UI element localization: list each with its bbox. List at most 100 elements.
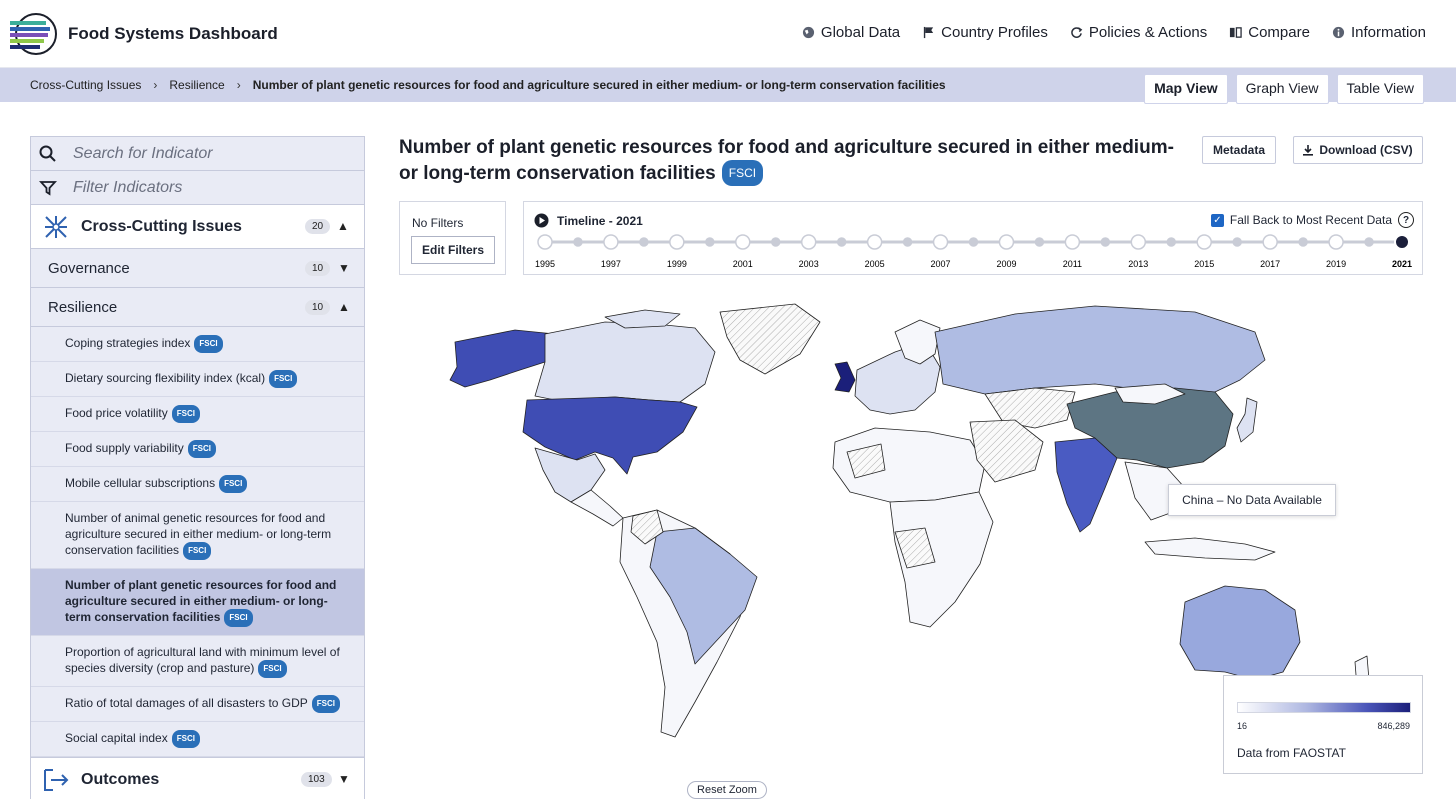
timeline-step[interactable] — [669, 234, 685, 250]
timeline-year-label[interactable]: 2013 — [1128, 259, 1148, 269]
timeline-step[interactable] — [1130, 234, 1147, 250]
map-middle-east[interactable] — [969, 419, 1044, 483]
breadcrumb-cross-cutting[interactable]: Cross-Cutting Issues — [30, 78, 142, 92]
map-greenland[interactable] — [719, 303, 821, 375]
map-usa[interactable] — [522, 396, 698, 475]
tab-map-view[interactable]: Map View — [1144, 74, 1228, 104]
timeline-step[interactable] — [1364, 237, 1374, 247]
timeline-step[interactable] — [603, 234, 619, 250]
indicator-item[interactable]: Number of animal genetic resources for f… — [31, 502, 364, 569]
map-india[interactable] — [1054, 437, 1118, 533]
map-alaska[interactable] — [449, 329, 556, 388]
timeline-year-label[interactable]: 2015 — [1194, 259, 1214, 269]
indicator-item[interactable]: Dietary sourcing flexibility index (kcal… — [31, 362, 364, 397]
indicator-filter[interactable]: Filter Indicators — [31, 171, 364, 205]
subcategory-resilience[interactable]: Resilience 10 ▲ — [31, 288, 364, 327]
timeline-step[interactable] — [902, 237, 913, 247]
nav-compare[interactable]: Compare — [1229, 24, 1310, 41]
map-southern-africa[interactable] — [889, 491, 994, 628]
timeline-step[interactable] — [1196, 234, 1212, 250]
indicator-item[interactable]: Ratio of total damages of all disasters … — [31, 687, 364, 722]
timeline-step[interactable] — [537, 234, 553, 250]
breadcrumb-resilience[interactable]: Resilience — [169, 78, 225, 92]
map-china[interactable] — [1066, 387, 1234, 469]
map-japan[interactable] — [1236, 397, 1258, 443]
timeline-step[interactable] — [968, 237, 979, 247]
indicator-item[interactable]: Food supply variability FSCI — [31, 432, 364, 467]
map-africa-hatch-a[interactable] — [846, 443, 886, 479]
timeline-step[interactable] — [1298, 237, 1308, 247]
timeline-step[interactable] — [800, 234, 817, 250]
timeline-year-label[interactable]: 2011 — [1063, 259, 1082, 269]
timeline-year-label[interactable]: 2003 — [799, 259, 819, 269]
timeline-year-label[interactable]: 1995 — [535, 259, 555, 269]
timeline-slider[interactable]: 1995 1997 1999 2001 2003 2005 2007 2009 2011 2013… — [524, 230, 1422, 274]
fallback-toggle[interactable]: ✓ Fall Back to Most Recent Data ? — [1210, 212, 1414, 228]
chevron-up-icon[interactable]: ▲ — [337, 219, 349, 233]
map-mongolia[interactable] — [1114, 383, 1186, 405]
indicator-item-selected[interactable]: Number of plant genetic resources for fo… — [31, 569, 364, 636]
timeline-step[interactable] — [770, 237, 781, 247]
timeline-step[interactable] — [1166, 237, 1177, 247]
timeline-year-label[interactable]: 2001 — [733, 259, 753, 269]
map-africa-hatch-b[interactable] — [894, 527, 936, 569]
dashboard-logo-icon[interactable] — [8, 12, 60, 56]
nav-country-profiles[interactable]: Country Profiles — [922, 24, 1048, 41]
play-icon[interactable] — [534, 213, 549, 228]
chevron-down-icon[interactable]: ▼ — [338, 772, 350, 786]
timeline-year-label[interactable]: 2021 — [1392, 259, 1412, 269]
map-uk[interactable] — [834, 361, 856, 393]
nav-information[interactable]: Information — [1332, 24, 1426, 41]
map-arctic-islands[interactable] — [604, 309, 681, 329]
timeline-year-label[interactable]: 2007 — [931, 259, 951, 269]
timeline-step[interactable] — [1100, 237, 1111, 247]
timeline-step[interactable] — [998, 234, 1015, 250]
map-russia[interactable] — [934, 305, 1266, 397]
timeline-step[interactable] — [1034, 237, 1045, 247]
category-cross-cutting[interactable]: Cross-Cutting Issues 20 ▲ — [31, 205, 364, 249]
timeline-step[interactable] — [1232, 237, 1242, 247]
search-input[interactable]: Search for Indicator — [73, 144, 213, 162]
world-map[interactable] — [395, 292, 1405, 752]
chevron-down-icon[interactable]: ▼ — [338, 261, 350, 275]
timeline-step[interactable] — [1064, 234, 1081, 250]
timeline-year-label[interactable]: 1999 — [667, 259, 687, 269]
timeline-step[interactable] — [1328, 234, 1344, 250]
map-indonesia[interactable] — [1144, 537, 1276, 561]
metadata-button[interactable]: Metadata — [1202, 136, 1276, 164]
indicator-item[interactable]: Food price volatility FSCI — [31, 397, 364, 432]
nav-global-data[interactable]: Global Data — [802, 24, 900, 41]
timeline-year-label[interactable]: 2017 — [1260, 259, 1280, 269]
tab-table-view[interactable]: Table View — [1336, 74, 1424, 104]
indicator-item[interactable]: Mobile cellular subscriptions FSCI — [31, 467, 364, 502]
timeline-step[interactable] — [573, 237, 583, 247]
timeline-step[interactable] — [705, 237, 715, 247]
timeline-step[interactable] — [639, 237, 649, 247]
fallback-checkbox[interactable]: ✓ — [1210, 213, 1224, 227]
timeline-year-label[interactable]: 2019 — [1326, 259, 1346, 269]
map-scandinavia[interactable] — [894, 319, 941, 365]
filter-input[interactable]: Filter Indicators — [73, 178, 183, 196]
subcategory-governance[interactable]: Governance 10 ▼ — [31, 249, 364, 288]
indicator-item[interactable]: Proportion of agricultural land with min… — [31, 636, 364, 687]
timeline-step[interactable] — [866, 234, 883, 250]
timeline-step[interactable] — [1394, 234, 1410, 250]
help-icon[interactable]: ? — [1398, 212, 1414, 228]
indicator-item[interactable]: Social capital index FSCI — [31, 722, 364, 757]
timeline-step[interactable] — [1262, 234, 1278, 250]
download-csv-button[interactable]: Download (CSV) — [1293, 136, 1423, 164]
chevron-up-icon[interactable]: ▲ — [338, 300, 350, 314]
timeline-year-label[interactable]: 1997 — [601, 259, 621, 269]
category-outcomes[interactable]: Outcomes 103 ▼ — [31, 757, 364, 801]
timeline-year-label[interactable]: 2009 — [996, 259, 1016, 269]
indicator-item[interactable]: Coping strategies index FSCI — [31, 327, 364, 362]
map-australia[interactable] — [1179, 585, 1301, 681]
map-canada[interactable] — [534, 321, 716, 403]
tab-graph-view[interactable]: Graph View — [1235, 74, 1329, 104]
app-title[interactable]: Food Systems Dashboard — [68, 24, 278, 43]
nav-policies-actions[interactable]: Policies & Actions — [1070, 24, 1207, 41]
timeline-step[interactable] — [836, 237, 847, 247]
edit-filters-button[interactable]: Edit Filters — [411, 236, 495, 264]
indicator-search[interactable]: Search for Indicator — [31, 137, 364, 171]
map-colombia[interactable] — [630, 509, 664, 545]
